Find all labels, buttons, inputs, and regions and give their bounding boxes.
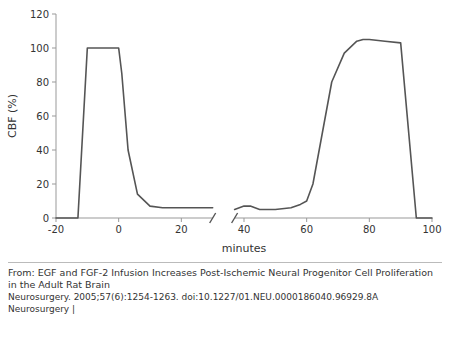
line <box>235 40 432 219</box>
y-tick-label: 40 <box>36 145 49 156</box>
y-tick-label: 120 <box>30 9 49 20</box>
caption: Neurosurgery | <box>8 303 442 315</box>
x-tick-label: 60 <box>300 224 313 235</box>
axis-break-mark <box>210 213 216 223</box>
x-axis-label: minutes <box>222 242 267 255</box>
caption: Neurosurgery. 2005;57(6):1254-1263. doi:… <box>8 291 442 303</box>
y-tick <box>52 48 56 49</box>
y-tick-label: 20 <box>36 179 49 190</box>
x-tick <box>244 218 245 222</box>
axis-break-mark <box>232 213 238 223</box>
caption: From: EGF and FGF-2 Infusion Increases P… <box>8 267 442 291</box>
y-tick <box>52 116 56 117</box>
x-tick <box>118 218 119 222</box>
captions: From: EGF and FGF-2 Infusion Increases P… <box>8 262 442 315</box>
y-tick <box>52 150 56 151</box>
y-axis-label: CBF (%) <box>6 94 19 138</box>
y-tick-label: 80 <box>36 77 49 88</box>
x-tick <box>181 218 182 222</box>
x-tick-label: 100 <box>422 224 441 235</box>
x-tick-label: 0 <box>115 224 121 235</box>
x-tick-label: 40 <box>238 224 251 235</box>
axis-break-gap <box>213 216 235 220</box>
y-tick <box>52 184 56 185</box>
x-tick <box>306 218 307 222</box>
x-tick-label: -20 <box>48 224 64 235</box>
y-tick-label: 0 <box>43 213 49 224</box>
line <box>56 48 213 218</box>
y-tick <box>52 82 56 83</box>
x-tick <box>369 218 370 222</box>
y-tick-label: 100 <box>30 43 49 54</box>
y-tick-label: 60 <box>36 111 49 122</box>
x-tick-label: 80 <box>363 224 376 235</box>
y-tick <box>52 14 56 15</box>
chart: -20020406080100020406080100120minutesCBF… <box>0 0 450 262</box>
x-tick-label: 20 <box>175 224 188 235</box>
